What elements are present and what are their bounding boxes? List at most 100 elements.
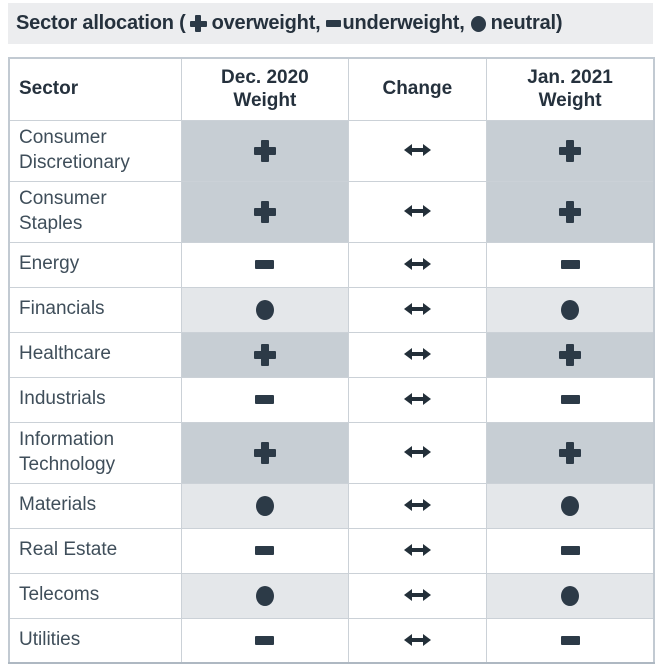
dec-weight-cell <box>181 572 349 619</box>
neutral-circle-icon <box>255 299 274 320</box>
table-row: Energy <box>8 241 655 288</box>
change-cell <box>347 421 488 484</box>
table-header: Sector Dec. 2020 Weight Change Jan. 2021… <box>8 57 655 121</box>
underweight-minus-icon <box>255 259 275 269</box>
neutral-circle-icon <box>561 299 580 320</box>
overweight-plus-icon <box>559 343 582 366</box>
table-row: Information Technology <box>8 421 655 484</box>
dec-weight-cell <box>181 482 349 529</box>
dec-weight-cell <box>181 617 349 664</box>
overweight-plus-icon <box>559 200 582 223</box>
dec-weight-cell <box>181 421 349 484</box>
change-cell <box>347 617 488 664</box>
column-header-sector: Sector <box>8 57 183 121</box>
dec-weight-cell <box>181 180 349 243</box>
overweight-plus-icon <box>559 441 582 464</box>
table-row: Industrials <box>8 376 655 423</box>
jan-weight-cell <box>486 527 655 574</box>
jan-weight-cell <box>486 286 655 333</box>
table-row: Consumer Staples <box>8 180 655 243</box>
table-row: Real Estate <box>8 527 655 574</box>
jan-weight-cell <box>486 180 655 243</box>
change-cell <box>347 180 488 243</box>
sector-name: Real Estate <box>8 527 183 574</box>
no-change-arrow-icon <box>403 544 431 557</box>
underweight-minus-icon <box>560 259 580 269</box>
overweight-legend-label: overweight, <box>211 12 321 34</box>
jan-weight-cell <box>486 119 655 182</box>
sector-allocation-table: Sector Dec. 2020 Weight Change Jan. 2021… <box>8 57 655 664</box>
no-change-arrow-icon <box>403 303 431 316</box>
jan-weight-cell <box>486 376 655 423</box>
overweight-plus-icon <box>559 139 582 162</box>
dec-weight-cell <box>181 241 349 288</box>
no-change-arrow-icon <box>403 205 431 218</box>
overweight-plus-icon <box>253 200 276 223</box>
underweight-legend-label: underweight, <box>342 12 465 34</box>
jan-weight-cell <box>486 617 655 664</box>
dec-weight-cell <box>181 331 349 378</box>
sector-name: Telecoms <box>8 572 183 619</box>
neutral-circle-icon <box>255 585 274 606</box>
no-change-arrow-icon <box>403 634 431 647</box>
dec-weight-cell <box>181 527 349 574</box>
change-cell <box>347 482 488 529</box>
no-change-arrow-icon <box>403 589 431 602</box>
sector-name: Financials <box>8 286 183 333</box>
table-row: Telecoms <box>8 572 655 619</box>
dec-weight-cell <box>181 286 349 333</box>
underweight-minus-icon <box>255 394 275 404</box>
column-header-change: Change <box>347 57 488 121</box>
sector-name: Healthcare <box>8 331 183 378</box>
dec-weight-cell <box>181 376 349 423</box>
table-row: Utilities <box>8 617 655 664</box>
no-change-arrow-icon <box>403 446 431 459</box>
table-row: Materials <box>8 482 655 529</box>
table-row: Financials <box>8 286 655 333</box>
no-change-arrow-icon <box>403 393 431 406</box>
overweight-legend-plus-icon <box>189 15 207 32</box>
sector-name: Information Technology <box>8 421 183 484</box>
change-cell <box>347 572 488 619</box>
sector-name: Materials <box>8 482 183 529</box>
no-change-arrow-icon <box>403 144 431 157</box>
column-header-dec-2020-weight: Dec. 2020 Weight <box>181 57 349 121</box>
underweight-legend-minus-icon <box>325 20 341 27</box>
sector-name: Industrials <box>8 376 183 423</box>
change-cell <box>347 119 488 182</box>
change-cell <box>347 376 488 423</box>
neutral-circle-icon <box>561 585 580 606</box>
page-title: Sector allocation ( <box>16 12 186 34</box>
sector-name: Utilities <box>8 617 183 664</box>
no-change-arrow-icon <box>403 499 431 512</box>
overweight-plus-icon <box>253 343 276 366</box>
change-cell <box>347 241 488 288</box>
column-header-jan-2021-weight: Jan. 2021 Weight <box>486 57 655 121</box>
change-cell <box>347 331 488 378</box>
neutral-legend-circle-icon <box>470 15 486 32</box>
overweight-plus-icon <box>253 139 276 162</box>
jan-weight-cell <box>486 482 655 529</box>
chart-title-bar: Sector allocation ( overweight, underwei… <box>8 3 653 44</box>
table-row: Healthcare <box>8 331 655 378</box>
dec-weight-cell <box>181 119 349 182</box>
underweight-minus-icon <box>560 635 580 645</box>
table-body: Consumer Discretionary Consumer Staples … <box>8 119 655 664</box>
no-change-arrow-icon <box>403 258 431 271</box>
neutral-circle-icon <box>561 495 580 516</box>
sector-name: Consumer Staples <box>8 180 183 243</box>
table-row: Consumer Discretionary <box>8 119 655 182</box>
underweight-minus-icon <box>560 394 580 404</box>
underweight-minus-icon <box>560 545 580 555</box>
neutral-circle-icon <box>255 495 274 516</box>
change-cell <box>347 286 488 333</box>
neutral-legend-label: neutral) <box>490 12 563 34</box>
underweight-minus-icon <box>255 545 275 555</box>
sector-name: Consumer Discretionary <box>8 119 183 182</box>
jan-weight-cell <box>486 421 655 484</box>
no-change-arrow-icon <box>403 348 431 361</box>
jan-weight-cell <box>486 331 655 378</box>
jan-weight-cell <box>486 241 655 288</box>
sector-name: Energy <box>8 241 183 288</box>
